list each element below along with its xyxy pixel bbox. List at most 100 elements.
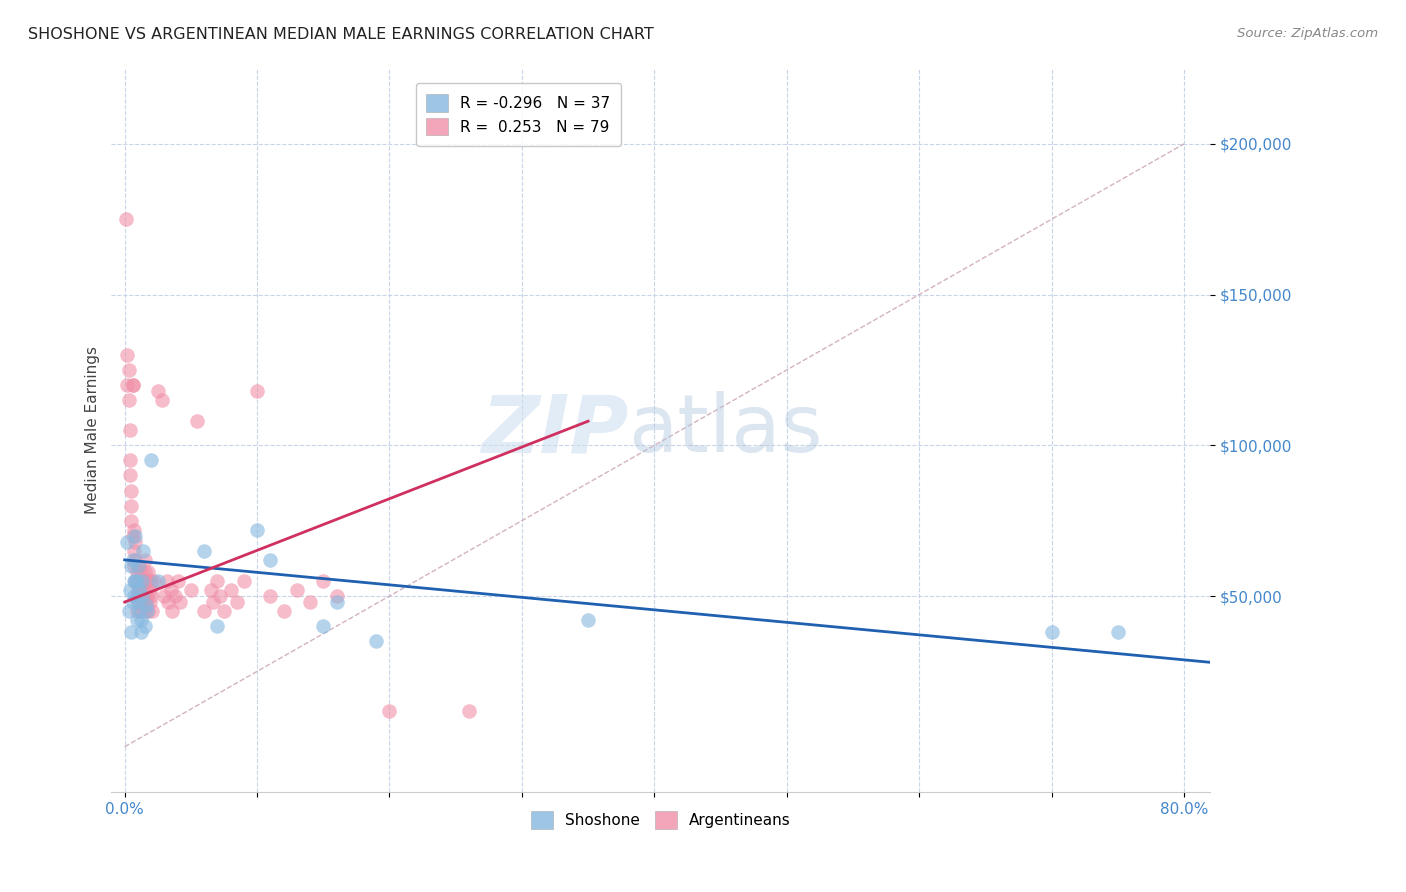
- Point: [127, 595, 149, 609]
- Point: [132, 589, 155, 603]
- Point: [121, 553, 143, 567]
- Point: [125, 565, 148, 579]
- Point: [312, 574, 335, 588]
- Point: [125, 604, 148, 618]
- Point: [122, 558, 145, 573]
- Point: [118, 423, 141, 437]
- Point: [122, 544, 145, 558]
- Point: [129, 604, 152, 618]
- Point: [124, 574, 146, 588]
- Point: [139, 574, 162, 588]
- Point: [1107, 625, 1129, 640]
- Point: [207, 574, 229, 588]
- Point: [299, 595, 322, 609]
- Legend: Shoshone, Argentineans: Shoshone, Argentineans: [526, 805, 797, 835]
- Point: [246, 384, 269, 398]
- Point: [139, 589, 162, 603]
- Point: [273, 604, 295, 618]
- Point: [120, 499, 142, 513]
- Point: [135, 582, 157, 597]
- Point: [139, 595, 162, 609]
- Point: [132, 544, 155, 558]
- Point: [127, 582, 149, 597]
- Point: [121, 595, 143, 609]
- Point: [131, 589, 153, 603]
- Point: [576, 613, 599, 627]
- Point: [325, 589, 347, 603]
- Y-axis label: Median Male Earnings: Median Male Earnings: [86, 346, 100, 515]
- Point: [121, 378, 143, 392]
- Point: [127, 595, 149, 609]
- Text: atlas: atlas: [628, 392, 823, 469]
- Point: [200, 582, 222, 597]
- Point: [128, 582, 150, 597]
- Point: [157, 595, 180, 609]
- Point: [146, 574, 169, 588]
- Point: [160, 582, 183, 597]
- Point: [169, 595, 191, 609]
- Point: [117, 378, 139, 392]
- Point: [121, 378, 143, 392]
- Point: [128, 558, 150, 573]
- Point: [162, 604, 184, 618]
- Text: SHOSHONE VS ARGENTINEAN MEDIAN MALE EARNINGS CORRELATION CHART: SHOSHONE VS ARGENTINEAN MEDIAN MALE EARN…: [28, 27, 654, 42]
- Point: [118, 453, 141, 467]
- Point: [117, 363, 139, 377]
- Point: [134, 565, 156, 579]
- Point: [180, 582, 202, 597]
- Point: [124, 553, 146, 567]
- Point: [127, 558, 149, 573]
- Point: [366, 634, 388, 648]
- Point: [136, 574, 159, 588]
- Point: [128, 589, 150, 603]
- Point: [135, 595, 157, 609]
- Point: [141, 604, 163, 618]
- Point: [125, 613, 148, 627]
- Point: [129, 625, 152, 640]
- Point: [128, 604, 150, 618]
- Point: [125, 574, 148, 588]
- Point: [285, 582, 308, 597]
- Point: [117, 348, 139, 362]
- Point: [259, 553, 281, 567]
- Point: [193, 604, 215, 618]
- Point: [118, 468, 141, 483]
- Point: [226, 595, 249, 609]
- Point: [125, 589, 148, 603]
- Point: [124, 529, 146, 543]
- Point: [219, 582, 242, 597]
- Point: [124, 574, 146, 588]
- Point: [124, 534, 146, 549]
- Point: [150, 393, 173, 408]
- Point: [232, 574, 254, 588]
- Point: [186, 414, 208, 428]
- Point: [458, 704, 481, 718]
- Point: [131, 595, 153, 609]
- Point: [246, 523, 269, 537]
- Point: [120, 514, 142, 528]
- Point: [166, 574, 188, 588]
- Point: [136, 589, 159, 603]
- Point: [146, 384, 169, 398]
- Point: [134, 619, 156, 633]
- Point: [163, 589, 186, 603]
- Point: [120, 625, 142, 640]
- Point: [129, 613, 152, 627]
- Point: [131, 582, 153, 597]
- Point: [156, 574, 179, 588]
- Point: [325, 595, 347, 609]
- Point: [212, 604, 235, 618]
- Point: [122, 589, 145, 603]
- Point: [208, 589, 231, 603]
- Point: [122, 523, 145, 537]
- Point: [122, 574, 145, 588]
- Point: [131, 574, 153, 588]
- Point: [142, 574, 165, 588]
- Text: Source: ZipAtlas.com: Source: ZipAtlas.com: [1237, 27, 1378, 40]
- Point: [1040, 625, 1063, 640]
- Point: [153, 589, 176, 603]
- Point: [139, 453, 162, 467]
- Point: [202, 595, 225, 609]
- Point: [120, 483, 142, 498]
- Point: [117, 534, 139, 549]
